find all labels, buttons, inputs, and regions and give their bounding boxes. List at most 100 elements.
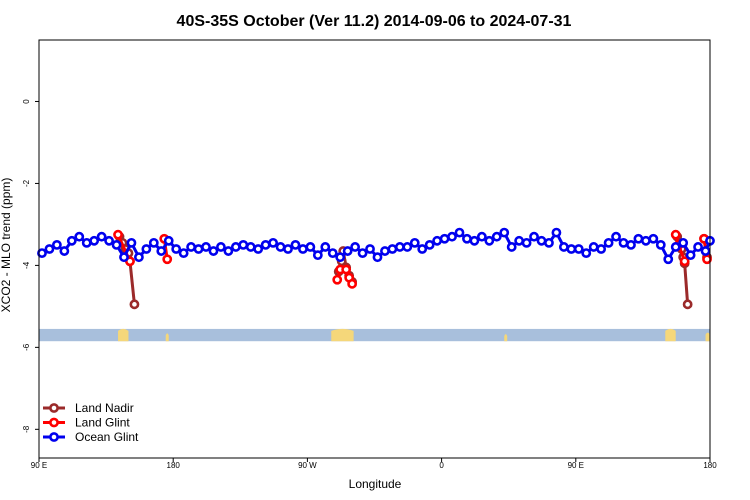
land-mass-4 xyxy=(665,328,676,342)
ocean-glint-point xyxy=(357,248,368,258)
legend-swatch-marker xyxy=(49,417,59,428)
ocean-glint-point xyxy=(387,244,398,254)
ocean-glint-point xyxy=(700,246,711,256)
ocean-glint-point xyxy=(253,244,264,254)
ocean-glint-point xyxy=(66,235,77,246)
ocean-glint-point xyxy=(566,244,577,254)
land-mass-3 xyxy=(504,334,508,342)
ocean-glint-point xyxy=(119,252,129,263)
x-tick-label: 90 W xyxy=(298,461,317,470)
ocean-glint-point xyxy=(216,242,226,252)
series-layer xyxy=(37,227,715,310)
ocean-glint-point xyxy=(305,242,316,252)
ocean-glint-point xyxy=(342,246,353,256)
ocean-glint-point xyxy=(59,246,70,256)
ocean-glint-point xyxy=(588,242,599,252)
y-tick-label: -6 xyxy=(22,343,31,351)
land-glint-point xyxy=(347,278,358,289)
ocean-glint-point xyxy=(245,242,256,252)
ticks: 90 E 180 90 W 0 90 E 180 0 -2 -4 -6 -8 xyxy=(22,99,717,470)
ocean-glint-point xyxy=(171,244,182,254)
legend-label: Ocean Glint xyxy=(75,430,139,444)
ocean-glint-point xyxy=(141,244,152,254)
ocean-glint-point xyxy=(260,240,271,250)
ocean-glint-point xyxy=(208,246,219,256)
ocean-glint-point xyxy=(469,235,480,246)
ocean-glint-point xyxy=(312,250,323,261)
y-axis-label: XCO2 - MLO trend (ppm) xyxy=(0,178,13,313)
ocean-glint-point xyxy=(424,240,435,250)
ocean-glint-point xyxy=(432,235,443,246)
ocean-glint-point xyxy=(663,254,674,265)
ocean-glint-point xyxy=(633,233,644,244)
chart-title: 40S-35S October (Ver 11.2) 2014-09-06 to… xyxy=(177,13,572,30)
ocean-glint-point xyxy=(484,235,495,246)
land-glint-point xyxy=(162,254,173,265)
x-tick-label: 90 E xyxy=(31,461,47,470)
legend-label: Land Glint xyxy=(75,416,130,430)
ocean-glint-point xyxy=(499,227,510,238)
ocean-glint-point xyxy=(514,235,525,246)
land-glint-point xyxy=(679,256,690,267)
ocean-glint-point xyxy=(283,244,293,254)
ocean-glint-point xyxy=(670,242,681,252)
land-glint-point xyxy=(341,264,352,275)
ocean-glint-point xyxy=(327,248,338,258)
ocean-glint-point xyxy=(506,242,517,252)
ocean-glint-point xyxy=(104,235,114,246)
ocean-glint-point xyxy=(335,252,346,263)
ocean-glint-point xyxy=(491,231,502,242)
ocean-glint-point xyxy=(603,237,614,248)
land-nadir-point xyxy=(682,299,693,310)
x-tick-label: 0 xyxy=(439,461,444,470)
ocean-glint-point xyxy=(439,233,450,244)
land-mass-2 xyxy=(331,328,354,342)
ocean-glint-point xyxy=(454,227,465,238)
land-mass-1 xyxy=(165,333,169,342)
y-tick-label: 0 xyxy=(22,99,31,104)
legend-item-land-glint: Land Glint xyxy=(43,416,130,430)
ocean-glint-point xyxy=(268,237,279,248)
y-tick-label: -2 xyxy=(22,179,31,187)
ocean-glint-point xyxy=(163,235,174,246)
ocean-glint-point xyxy=(156,246,167,256)
ocean-glint-point xyxy=(350,242,361,252)
land-mass-0 xyxy=(118,328,129,342)
ocean-glint-point xyxy=(74,231,85,242)
ocean-glint-point xyxy=(193,244,204,254)
ocean-glint-point xyxy=(521,237,532,248)
ocean-glint-point xyxy=(447,231,457,242)
ocean-glint-point xyxy=(238,240,249,250)
ocean-glint-point xyxy=(148,237,159,248)
map-strip xyxy=(39,328,710,342)
ocean-glint-point xyxy=(611,231,621,242)
ocean-glint-point xyxy=(536,235,547,246)
ocean-glint-point xyxy=(51,240,62,250)
ocean-glint-point xyxy=(223,246,234,256)
ocean-glint-point xyxy=(640,235,651,246)
legend-item-land-nadir: Land Nadir xyxy=(43,401,134,415)
ocean-glint-point xyxy=(372,252,383,263)
ocean-glint-point xyxy=(581,248,592,258)
ocean-glint-point xyxy=(89,235,100,246)
ocean-glint-point xyxy=(417,244,428,254)
ocean-glint-point xyxy=(462,233,472,244)
ocean-glint-point xyxy=(402,242,413,252)
ocean-glint-point xyxy=(693,242,703,252)
ocean-glint-point xyxy=(558,242,569,252)
legend-label: Land Nadir xyxy=(75,401,134,415)
legend-swatch-marker xyxy=(49,432,59,442)
ocean-glint-point xyxy=(126,237,137,248)
x-tick-label: 90 E xyxy=(568,461,584,470)
ocean-glint-point xyxy=(409,237,420,248)
ocean-glint-point xyxy=(648,233,659,244)
land-glint-point xyxy=(332,274,343,285)
x-axis-label: Longitude xyxy=(349,477,402,491)
x-tick-label: 180 xyxy=(167,461,181,470)
y-tick-label: -8 xyxy=(22,425,31,433)
ocean-glint-point xyxy=(320,242,331,252)
land-nadir-point xyxy=(129,299,140,310)
ocean-glint-point xyxy=(201,242,211,252)
